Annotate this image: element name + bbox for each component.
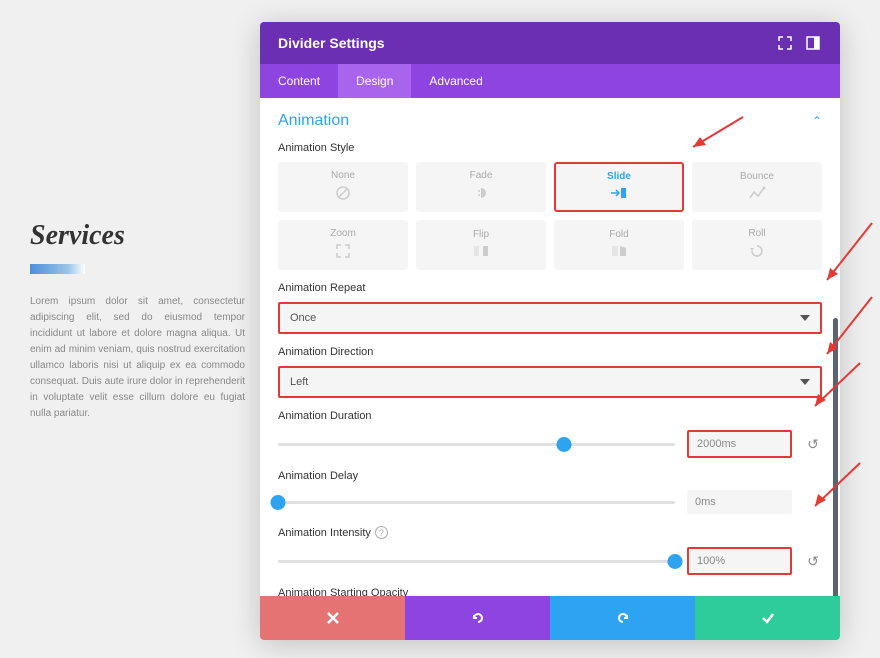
reset-icon[interactable]: ↺ [804,436,822,453]
bounce-icon [748,186,766,203]
lorem-text: Lorem ipsum dolor sit amet, consectetur … [30,294,245,422]
style-tile-label: Zoom [330,228,356,239]
style-tile-slide[interactable]: Slide [554,162,684,212]
modal-title: Divider Settings [278,35,385,51]
style-label: Animation Style [278,142,822,154]
cancel-button[interactable] [260,596,405,640]
style-tile-fold[interactable]: Fold [554,220,684,270]
intensity-row: 100% ↺ [278,547,822,575]
slide-icon [609,186,629,203]
zoom-icon [335,243,351,262]
section-label: Animation [278,112,349,130]
style-tile-label: Fold [609,229,628,240]
repeat-select[interactable]: Once [278,302,822,334]
undo-button[interactable] [405,596,550,640]
save-button[interactable] [695,596,840,640]
divider-preview [30,264,85,274]
modal-header: Divider Settings [260,22,840,64]
style-tile-zoom[interactable]: Zoom [278,220,408,270]
style-tile-label: None [331,170,355,181]
style-tile-label: Flip [473,229,489,240]
tab-content[interactable]: Content [260,64,338,98]
modal-tabs: Content Design Advanced [260,64,840,98]
repeat-label: Animation Repeat [278,282,822,294]
intensity-slider[interactable] [278,560,675,563]
tab-advanced[interactable]: Advanced [411,64,500,98]
delay-label: Animation Delay [278,470,822,482]
delay-value[interactable]: 0ms [687,490,792,514]
intensity-label: Animation Intensity? [278,526,822,539]
style-tile-label: Roll [748,228,765,239]
intensity-thumb[interactable] [668,554,683,569]
redo-button[interactable] [550,596,695,640]
fold-icon [610,244,628,261]
animation-section[interactable]: Animation ⌃ [278,112,822,130]
flip-icon [472,244,490,261]
duration-row: 2000ms ↺ [278,430,822,458]
opacity-label: Animation Starting Opacity [278,587,822,596]
services-heading: Services [30,220,245,252]
style-tile-roll[interactable]: Roll [692,220,822,270]
none-icon [335,185,351,204]
chevron-up-icon: ⌃ [812,114,822,128]
roll-icon [749,243,765,262]
duration-value[interactable]: 2000ms [687,430,792,458]
expand-icon[interactable] [776,34,794,52]
direction-select[interactable]: Left [278,366,822,398]
intensity-value[interactable]: 100% [687,547,792,575]
delay-row: 0ms [278,490,822,514]
style-tile-bounce[interactable]: Bounce [692,162,822,212]
tab-design[interactable]: Design [338,64,411,98]
animation-style-grid: None Fade Slide Bounce Zoom Flip Fold Roll [278,162,822,270]
scrollbar[interactable] [833,318,838,596]
style-tile-none[interactable]: None [278,162,408,212]
header-actions [776,34,822,52]
style-tile-fade[interactable]: Fade [416,162,546,212]
direction-label: Animation Direction [278,346,822,358]
style-tile-flip[interactable]: Flip [416,220,546,270]
modal-body: Animation ⌃ Animation Style None Fade Slid… [260,98,840,596]
style-tile-label: Fade [470,170,493,181]
style-tile-label: Bounce [740,171,774,182]
fade-icon [473,185,489,204]
duration-slider[interactable] [278,443,675,446]
reset-icon[interactable]: ↺ [804,553,822,570]
delay-slider[interactable] [278,501,675,504]
style-tile-label: Slide [607,171,631,182]
page-sidebar: Services Lorem ipsum dolor sit amet, con… [30,220,245,422]
duration-thumb[interactable] [556,437,571,452]
modal-footer [260,596,840,640]
duration-label: Animation Duration [278,410,822,422]
delay-thumb[interactable] [271,495,286,510]
snap-icon[interactable] [804,34,822,52]
help-icon[interactable]: ? [375,526,388,539]
divider-settings-modal: Divider Settings Content Design Advanced… [260,22,840,640]
